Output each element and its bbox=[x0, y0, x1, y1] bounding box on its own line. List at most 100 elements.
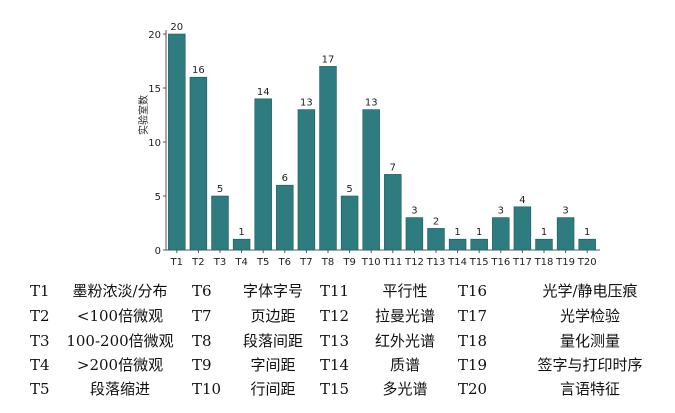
data-label-T11: 7 bbox=[390, 162, 396, 173]
bar-T15 bbox=[470, 238, 488, 251]
legend-code: T11 bbox=[320, 282, 350, 300]
legend-row: T4 >200倍微观 T9 字间距 T14 质谱 T19 签字与打印时序 bbox=[0, 354, 675, 378]
legend-row: T1 墨粉浓淡/分布 T6 字体字号 T11 平行性 T16 光学/静电压痕 bbox=[0, 280, 675, 304]
data-label-T2: 16 bbox=[192, 65, 205, 76]
data-label-T6: 6 bbox=[282, 173, 288, 184]
legend-description: >200倍微观 bbox=[76, 356, 164, 374]
legend-description: 红外光谱 bbox=[374, 332, 435, 350]
legend-description: 多光谱 bbox=[382, 380, 428, 398]
data-label-T3: 5 bbox=[217, 184, 223, 195]
bar-T6 bbox=[276, 184, 294, 251]
x-tick-label-T13: T13 bbox=[426, 257, 446, 268]
legend-code: T5 bbox=[30, 380, 50, 398]
x-tick-label-T2: T2 bbox=[191, 257, 204, 268]
legend-code: T8 bbox=[192, 332, 212, 350]
legend-code: T13 bbox=[320, 332, 350, 350]
legend-code: T20 bbox=[458, 380, 488, 398]
bar-T1 bbox=[168, 33, 186, 251]
bar-T18 bbox=[535, 238, 553, 251]
legend-description: 行间距 bbox=[250, 380, 296, 398]
bar-T5 bbox=[254, 98, 272, 251]
legend-code: T1 bbox=[30, 282, 50, 300]
legend-description: 光学/静电压痕 bbox=[542, 282, 638, 300]
legend-code: T10 bbox=[192, 380, 222, 398]
bar-T11 bbox=[384, 174, 402, 251]
bar-T2 bbox=[189, 76, 208, 251]
bar-T14 bbox=[448, 238, 467, 251]
bar-T9 bbox=[340, 195, 359, 251]
data-label-T14: 1 bbox=[454, 227, 460, 238]
category-legend: T1 墨粉浓淡/分布 T6 字体字号 T11 平行性 T16 光学/静电压痕 T2 <100倍微观… bbox=[0, 280, 675, 410]
x-tick-label-T10: T10 bbox=[361, 257, 381, 268]
x-tick-labels: T1 T2 T3 T4 T5 T6 T7 T8 T9 T10 T11 T12 T13 T14 T15 T16 T… bbox=[170, 257, 597, 268]
data-label-T18: 1 bbox=[541, 227, 547, 238]
y-tick-label: 0 bbox=[155, 246, 161, 257]
legend-code: T12 bbox=[320, 307, 350, 325]
bar-T10 bbox=[362, 109, 380, 251]
legend-code: T6 bbox=[192, 282, 212, 300]
data-label-T13: 2 bbox=[433, 216, 439, 227]
bar-T19 bbox=[556, 217, 575, 251]
legend-code: T16 bbox=[458, 282, 488, 300]
chart-bars bbox=[168, 33, 596, 251]
x-tick-label-T12: T12 bbox=[404, 257, 424, 268]
legend-description: 字体字号 bbox=[242, 282, 303, 300]
legend-code: T19 bbox=[458, 356, 488, 374]
x-tick-label-T9: T9 bbox=[342, 257, 355, 268]
data-label-T10: 13 bbox=[365, 98, 378, 109]
legend-code: T4 bbox=[30, 356, 50, 374]
data-label-T16: 3 bbox=[498, 206, 504, 217]
data-label-T8: 17 bbox=[322, 54, 335, 65]
bar-T16 bbox=[492, 217, 510, 251]
legend-code: T17 bbox=[458, 307, 488, 325]
x-tick-label-T16: T16 bbox=[490, 257, 510, 268]
legend-code: T7 bbox=[192, 307, 212, 325]
data-label-T20: 1 bbox=[584, 227, 590, 238]
legend-description: 签字与打印时序 bbox=[537, 356, 643, 374]
data-label-T4: 1 bbox=[238, 227, 244, 238]
y-tick-label: 20 bbox=[148, 30, 161, 41]
legend-description: 字间距 bbox=[250, 356, 296, 374]
bar-chart: T1 T2 T3 T4 T5 T6 T7 T8 T9 T10 T11 T12 T13 T14 T15 T16 T… bbox=[137, 22, 600, 268]
y-tick-label: 15 bbox=[148, 84, 161, 95]
bar-T20 bbox=[578, 238, 596, 251]
x-tick-label-T11: T11 bbox=[382, 257, 402, 268]
data-label-T9: 5 bbox=[346, 184, 352, 195]
bar-T17 bbox=[513, 206, 532, 251]
data-label-T12: 3 bbox=[411, 206, 417, 217]
x-tick-label-T7: T7 bbox=[299, 257, 312, 268]
bar-T12 bbox=[405, 217, 424, 251]
x-tick-label-T18: T18 bbox=[534, 257, 554, 268]
bar-T13 bbox=[427, 228, 445, 251]
data-label-T1: 20 bbox=[170, 22, 183, 33]
data-label-T7: 13 bbox=[300, 98, 313, 109]
x-tick-label-T14: T14 bbox=[447, 257, 467, 268]
legend-code: T2 bbox=[30, 307, 50, 325]
y-tick-labels: 0 5 10 15 20 bbox=[148, 30, 161, 257]
legend-description: 墨粉浓淡/分布 bbox=[72, 282, 168, 300]
legend-row: T2 <100倍微观 T7 页边距 T12 拉曼光谱 T17 光学检验 bbox=[0, 305, 675, 329]
x-tick-label-T4: T4 bbox=[234, 257, 247, 268]
x-tick-label-T8: T8 bbox=[321, 257, 334, 268]
legend-description: 拉曼光谱 bbox=[374, 307, 435, 325]
data-label-T19: 3 bbox=[562, 206, 568, 217]
legend-description: 光学检验 bbox=[559, 307, 620, 325]
legend-row: T3 100-200倍微观 T8 段落间距 T13 红外光谱 T18 量化测量 bbox=[0, 330, 675, 354]
x-tick-label-T3: T3 bbox=[213, 257, 226, 268]
bar-T8 bbox=[319, 66, 337, 251]
x-tick-label-T6: T6 bbox=[278, 257, 291, 268]
x-tick-label-T15: T15 bbox=[469, 257, 489, 268]
legend-code: T9 bbox=[192, 356, 212, 374]
y-axis-label: 实验室数 bbox=[137, 95, 150, 135]
x-tick-label-T19: T19 bbox=[555, 257, 575, 268]
legend-description: 言语特征 bbox=[559, 380, 620, 398]
data-label-T5: 14 bbox=[257, 87, 270, 98]
legend-description: 段落缩进 bbox=[89, 380, 150, 398]
legend-row: T5 段落缩进 T10 行间距 T15 多光谱 T20 言语特征 bbox=[0, 378, 675, 402]
legend-code: T18 bbox=[458, 332, 488, 350]
legend-description: 段落间距 bbox=[242, 332, 303, 350]
x-tick-label-T5: T5 bbox=[256, 257, 269, 268]
bar-T4 bbox=[232, 238, 251, 251]
legend-code: T15 bbox=[320, 380, 350, 398]
